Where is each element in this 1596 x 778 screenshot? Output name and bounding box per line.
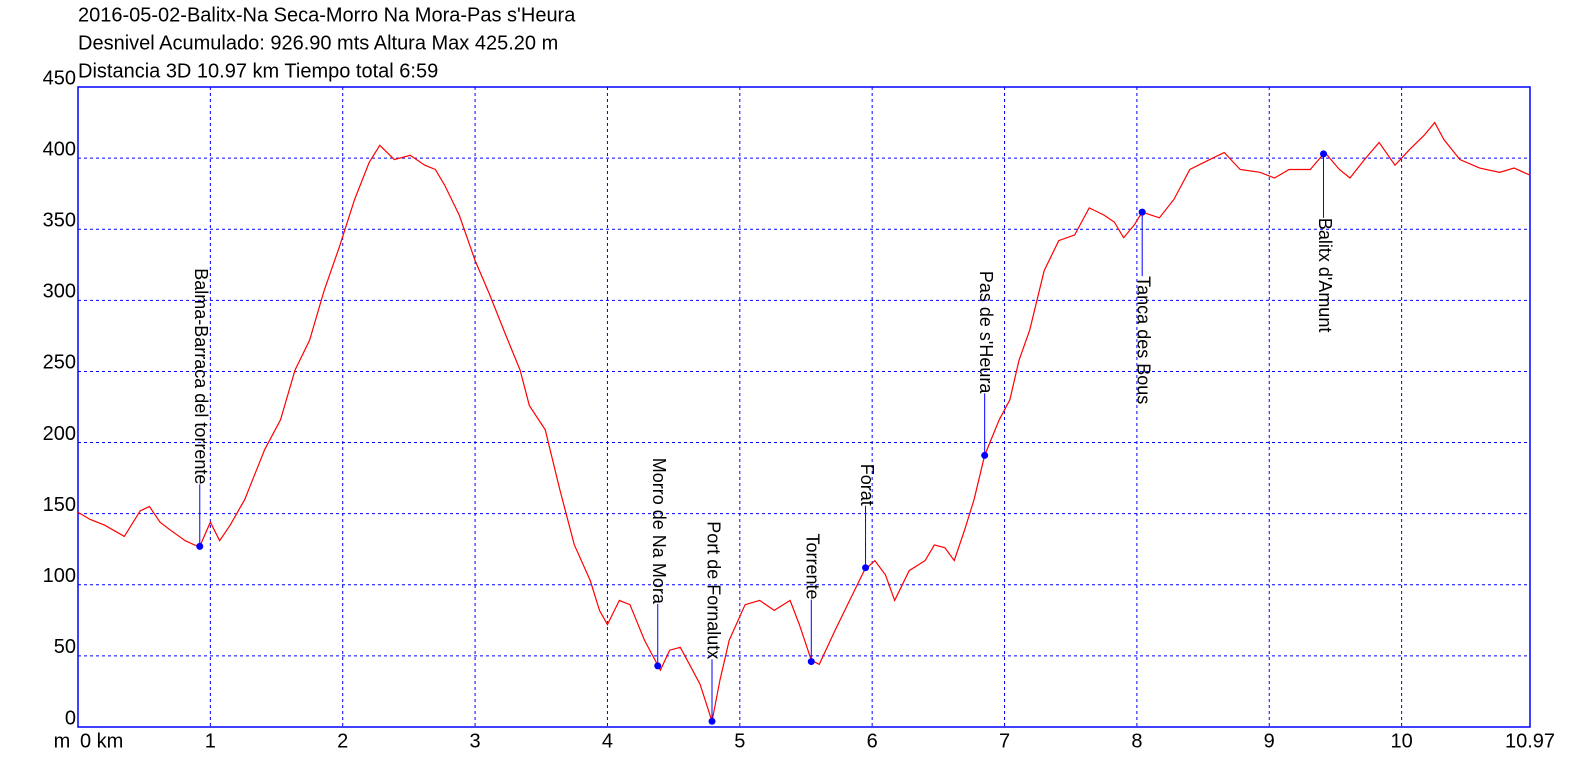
waypoint-marker bbox=[196, 542, 204, 550]
x-tick-label: 3 bbox=[470, 730, 481, 752]
y-tick-label: 450 bbox=[43, 67, 76, 89]
y-unit: m bbox=[54, 730, 71, 752]
elevation-line bbox=[77, 121, 1531, 722]
x-tick-label: 6 bbox=[867, 730, 878, 752]
waypoint-label: Pas de s'Heura bbox=[976, 271, 996, 394]
y-tick-label: 200 bbox=[43, 423, 76, 445]
y-tick-label: 100 bbox=[43, 565, 76, 587]
x-tick-label: 10 bbox=[1390, 730, 1412, 752]
y-tick-label: 50 bbox=[54, 636, 76, 658]
x-tick-label: 8 bbox=[1131, 730, 1142, 752]
waypoint-label: Forat bbox=[857, 464, 877, 506]
x-tick-label: 5 bbox=[734, 730, 745, 752]
waypoint-label: Port de Fornalutx bbox=[703, 521, 723, 659]
waypoint-marker bbox=[807, 658, 815, 666]
waypoint-label: Morro de Na Mora bbox=[649, 458, 669, 605]
y-tick-label: 350 bbox=[43, 210, 76, 232]
waypoint-marker bbox=[1138, 208, 1146, 216]
y-tick-label: 0 bbox=[65, 707, 76, 729]
chart-title: 2016-05-02-Balitx-Na Seca-Morro Na Mora-… bbox=[78, 4, 576, 26]
y-tick-label: 150 bbox=[43, 494, 76, 516]
waypoint-label: Balma-Barraca del torrente bbox=[191, 268, 211, 484]
x-tick-label: 7 bbox=[999, 730, 1010, 752]
x-tick-label: 4 bbox=[602, 730, 613, 752]
waypoint-marker bbox=[862, 564, 870, 572]
waypoint-label: Torrente bbox=[803, 534, 823, 600]
waypoint-marker bbox=[1320, 150, 1328, 158]
y-tick-label: 400 bbox=[43, 138, 76, 160]
y-tick-label: 300 bbox=[43, 281, 76, 303]
waypoint-marker bbox=[708, 717, 716, 725]
x-tick-label: 1 bbox=[205, 730, 216, 752]
x-tick-label: 2 bbox=[337, 730, 348, 752]
x-tick-label: 9 bbox=[1264, 730, 1275, 752]
chart-subtitle: Distancia 3D 10.97 km Tiempo total 6:59 bbox=[78, 60, 438, 82]
x-tick-label: 10.97 bbox=[1505, 730, 1555, 752]
x-tick-label: 0 km bbox=[80, 730, 123, 752]
waypoint-label: Tanca des Bous bbox=[1133, 276, 1153, 404]
waypoint-marker bbox=[654, 662, 662, 670]
chart-subtitle: Desnivel Acumulado: 926.90 mts Altura Ma… bbox=[78, 32, 558, 54]
waypoint-label: Balitx d'Amunt bbox=[1315, 218, 1335, 333]
y-tick-label: 250 bbox=[43, 352, 76, 374]
waypoint-marker bbox=[981, 451, 989, 459]
plot-frame bbox=[77, 86, 1531, 728]
